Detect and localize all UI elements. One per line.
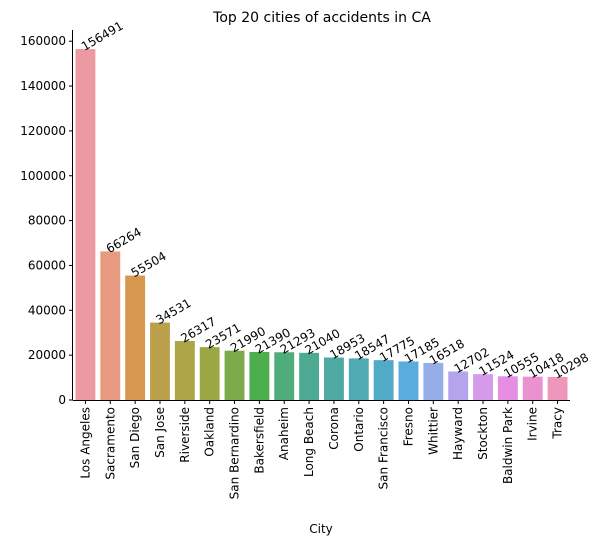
x-tick-label: San Jose bbox=[153, 407, 167, 458]
y-tick-label: 160000 bbox=[20, 34, 66, 48]
y-tick-label: 120000 bbox=[20, 124, 66, 138]
bar-san-bernardino bbox=[224, 350, 245, 400]
bar-oakland bbox=[199, 347, 220, 400]
y-tick-label: 20000 bbox=[28, 348, 66, 362]
x-tick-label: Bakersfield bbox=[252, 407, 266, 474]
x-tick-label: Corona bbox=[327, 407, 341, 450]
x-axis-title: City bbox=[309, 522, 333, 536]
x-tick-label: Los Angeles bbox=[78, 407, 92, 479]
bar-san-diego bbox=[125, 275, 146, 400]
y-tick-label: 40000 bbox=[28, 303, 66, 317]
bar-stockton bbox=[473, 374, 493, 400]
x-tick-label: Stockton bbox=[476, 407, 490, 460]
bar-san-jose bbox=[150, 322, 170, 400]
chart-title: Top 20 cities of accidents in CA bbox=[212, 10, 431, 26]
x-tick-label: Irvine bbox=[526, 407, 540, 441]
bars-layer bbox=[75, 49, 568, 400]
data-label: 55504 bbox=[129, 249, 169, 280]
data-label: 156491 bbox=[79, 19, 126, 54]
bar-hayward bbox=[448, 371, 469, 400]
bar-irvine bbox=[522, 376, 543, 400]
x-tick-label: Ontario bbox=[352, 407, 366, 452]
y-tick-label: 100000 bbox=[20, 169, 66, 183]
x-tick-label: Anaheim bbox=[277, 407, 291, 460]
y-tick-label: 0 bbox=[58, 393, 66, 407]
bar-long-beach bbox=[299, 352, 320, 400]
x-tick-label: San Diego bbox=[128, 407, 142, 468]
y-tick-label: 140000 bbox=[20, 79, 66, 93]
data-label: 34531 bbox=[153, 296, 193, 327]
x-axis: Los Angeles Sacramento San Diego San Jose Ri… bbox=[73, 400, 570, 499]
bar-fresno bbox=[398, 361, 419, 400]
x-tick-label: Hayward bbox=[451, 407, 465, 460]
bar-riverside bbox=[174, 340, 195, 400]
bar-whittier bbox=[423, 362, 444, 400]
x-tick-label: Baldwin Park bbox=[501, 407, 515, 484]
x-tick-label: Fresno bbox=[401, 407, 415, 446]
bar-anaheim bbox=[274, 352, 295, 400]
data-labels-layer: 1564916626455504345312631723571219902139… bbox=[79, 19, 591, 382]
x-tick-label: Long Beach bbox=[302, 407, 316, 477]
x-tick-label: San Bernardino bbox=[228, 407, 242, 499]
bar-los-angeles bbox=[75, 49, 96, 400]
x-tick-label: Riverside bbox=[178, 407, 192, 463]
bar-tracy bbox=[547, 376, 568, 400]
y-tick-label: 80000 bbox=[28, 214, 66, 228]
y-axis: 0 20000 40000 60000 80000 100000 120000 140000 1… bbox=[20, 30, 73, 407]
bar-bakersfield bbox=[249, 352, 270, 400]
data-label: 66264 bbox=[104, 225, 144, 256]
bar-ontario bbox=[348, 358, 369, 400]
bar-corona bbox=[323, 357, 344, 400]
x-tick-label: Oakland bbox=[203, 407, 217, 457]
bar-sacramento bbox=[100, 251, 121, 400]
y-tick-label: 60000 bbox=[28, 258, 66, 272]
x-tick-label: Whittier bbox=[426, 407, 440, 455]
x-tick-label: Tracy bbox=[551, 407, 565, 440]
bar-san-francisco bbox=[373, 360, 394, 400]
x-tick-label: Sacramento bbox=[103, 407, 117, 480]
bar-baldwin-park bbox=[497, 376, 518, 400]
x-tick-label: San Francisco bbox=[377, 407, 391, 489]
